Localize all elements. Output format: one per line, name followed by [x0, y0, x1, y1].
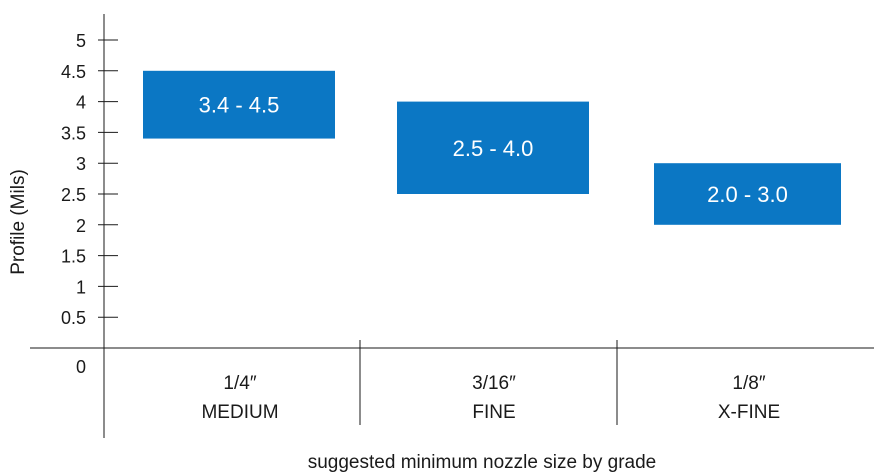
y-tick-label: 3.5 — [61, 123, 86, 143]
category-size-label: 3/16″ — [472, 373, 516, 394]
category-size-label: 1/8″ — [732, 373, 765, 394]
y-tick-label: 1.5 — [61, 247, 86, 267]
range-bar — [654, 163, 841, 225]
category-grade-label: FINE — [472, 402, 515, 423]
category-grade-label: X-FINE — [718, 402, 780, 423]
y-axis-title: Profile (Mils) — [8, 169, 29, 275]
y-tick-label: 4 — [76, 93, 86, 113]
range-bar-label: 2.0 - 3.0 — [707, 182, 788, 207]
y-tick-label: 0 — [76, 357, 86, 377]
range-bar-label: 3.4 - 4.5 — [199, 93, 280, 118]
range-bar-label: 2.5 - 4.0 — [453, 136, 534, 161]
y-tick-label: 2.5 — [61, 185, 86, 205]
category-labels: 1/4″ MEDIUM 3/16″ FINE 1/8″ X-FINE — [201, 373, 780, 423]
y-tick-label: 4.5 — [61, 62, 86, 82]
y-tick-label: 3 — [76, 154, 86, 174]
y-tick-label: 0.5 — [61, 308, 86, 328]
range-bars: 3.4 - 4.5 2.5 - 4.0 2.0 - 3.0 — [143, 70, 841, 225]
y-tick-label: 5 — [76, 31, 86, 51]
y-axis-ticks: 0 0.5 1 1.5 2 2.5 3 3.5 4 4.5 5 — [61, 31, 118, 377]
category-grade-label: MEDIUM — [201, 402, 278, 423]
range-bar — [397, 101, 589, 194]
y-tick-label: 1 — [76, 277, 86, 297]
x-axis-title: suggested minimum nozzle size by grade — [308, 452, 657, 472]
y-tick-label: 2 — [76, 216, 86, 236]
category-size-label: 1/4″ — [223, 373, 256, 394]
range-bar — [143, 70, 335, 139]
